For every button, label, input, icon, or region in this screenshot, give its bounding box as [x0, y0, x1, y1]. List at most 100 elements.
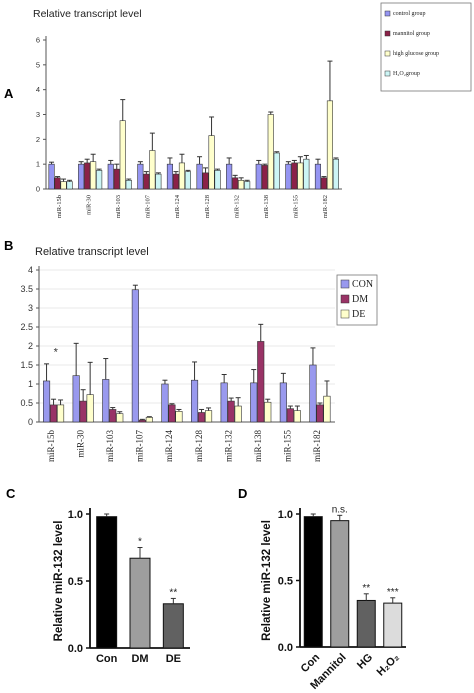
bar-miR-15b-s2 — [56, 404, 65, 423]
bar-miR-182-s0 — [309, 364, 317, 423]
y-tick-label: 1.0 — [68, 509, 83, 521]
bar-miR-103-s3 — [125, 180, 132, 190]
y-tick-label: 4 — [28, 265, 33, 275]
bar-miR-128-s1 — [202, 172, 209, 190]
y-tick-label: 6 — [36, 36, 40, 45]
bar-miR-155-s1 — [286, 408, 294, 423]
legend-label-2: DE — [352, 309, 365, 320]
chart-a: Relative transcript level 0 1 2 3 4 5 6 miR-15b m… — [33, 2, 472, 218]
chart-title: Relative transcript level — [33, 8, 142, 20]
y-tick-label: 0.5 — [68, 576, 83, 588]
bar-Con — [96, 516, 118, 649]
x-tick-label: miR-15b — [56, 195, 63, 218]
bar-miR-103-s2 — [119, 120, 126, 190]
y-tick-label: 1 — [28, 379, 33, 389]
legend-swatch-0 — [384, 10, 391, 17]
legend-label-1: DM — [352, 294, 368, 305]
legend-box — [380, 2, 472, 92]
bar-miR-138-s3 — [273, 152, 280, 190]
bar-miR-182-s1 — [320, 177, 328, 190]
bar-miR-155-s2 — [293, 410, 301, 423]
bar-miR-103-s0 — [102, 379, 110, 423]
y-tick-label: 3 — [28, 303, 33, 313]
legend-label-0: control group — [393, 11, 426, 17]
bar-miR-138-s0 — [250, 382, 258, 423]
x-tick-label: miR-138 — [253, 430, 263, 463]
bar-Con — [303, 516, 323, 648]
bar-miR-132-s0 — [220, 382, 228, 423]
y-tick-label: 1.5 — [20, 360, 33, 370]
bar-miR-124-s0 — [166, 163, 173, 190]
bar-miR-15b-s2 — [60, 181, 67, 190]
bar-miR-15b-s1 — [54, 177, 61, 190]
legend-swatch-1 — [384, 30, 391, 37]
x-tick-label: miR-107 — [135, 430, 145, 463]
x-tick-label: miR-30 — [85, 195, 92, 215]
bar-miR-132-s2 — [234, 405, 242, 423]
legend-swatch-3 — [384, 70, 391, 77]
bar-miR-128-s0 — [191, 379, 199, 423]
x-tick-label: H₂O₂ — [375, 651, 402, 678]
bar-miR-138-s2 — [267, 114, 274, 190]
bar-miR-124-s2 — [175, 411, 183, 423]
bar-H₂O₂ — [383, 602, 403, 648]
y-tick-label: 0.5 — [20, 398, 33, 408]
bar-miR-132-s0 — [226, 163, 233, 190]
x-tick-label: miR-182 — [322, 195, 329, 218]
bar-miR-124-s0 — [161, 383, 169, 423]
bar-miR-124-s3 — [184, 171, 191, 190]
bar-Mannitol — [330, 520, 350, 648]
bar-miR-103-s2 — [116, 413, 124, 423]
y-tick-label: 2 — [36, 135, 40, 144]
legend-label-2: high glucose group — [393, 51, 439, 57]
y-axis-label: Relative miR-132 level — [261, 520, 273, 641]
x-tick-label: miR-128 — [194, 430, 204, 463]
bar-DE — [162, 603, 184, 649]
x-tick-label: Con — [96, 653, 118, 665]
y-tick-label: 2.5 — [20, 322, 33, 332]
significance-marker: ** — [169, 587, 177, 598]
bar-miR-155-s0 — [279, 382, 287, 423]
y-tick-label: 0 — [28, 417, 33, 427]
x-tick-label: miR-155 — [293, 195, 300, 218]
bar-miR-155-s3 — [303, 158, 310, 190]
x-tick-label: miR-103 — [115, 195, 122, 218]
bar-miR-15b-s0 — [48, 163, 55, 190]
x-tick-label: DM — [131, 653, 148, 665]
bar-miR-155-s2 — [297, 162, 304, 190]
legend-label-1: mannitol group — [393, 31, 430, 37]
bar-miR-15b-s3 — [66, 181, 73, 190]
y-tick-label: 0.0 — [68, 643, 83, 655]
bar-miR-30-s3 — [96, 170, 103, 190]
x-tick-label: miR-124 — [174, 194, 181, 218]
x-tick-label: miR-124 — [164, 430, 174, 463]
bar-miR-103-s0 — [107, 163, 114, 190]
significance-marker: * — [138, 537, 142, 548]
bar-miR-15b-s1 — [49, 404, 58, 423]
bar-miR-132-s3 — [244, 181, 251, 190]
x-tick-label: miR-155 — [283, 430, 293, 463]
panel-c-label: C — [6, 486, 16, 501]
bar-miR-182-s3 — [332, 158, 340, 190]
y-tick-label: 0 — [36, 185, 40, 194]
bar-miR-30-s1 — [79, 400, 87, 423]
bar-miR-30-s0 — [72, 375, 80, 423]
y-tick-label: 0.0 — [278, 642, 293, 654]
bar-miR-182-s2 — [326, 100, 334, 190]
bar-HG — [356, 599, 376, 648]
chart-b: Relative transcript level 0 0.5 1 1.5 2 2.5 3 3.… — [20, 246, 378, 463]
bar-miR-107-s3 — [155, 173, 162, 190]
y-tick-label: 3 — [36, 110, 40, 119]
x-tick-label: miR-103 — [105, 430, 115, 463]
x-tick-label: HG — [355, 651, 375, 671]
bar-miR-30-s2 — [86, 394, 94, 423]
x-tick-label: miR-132 — [223, 430, 233, 462]
x-tick-label: miR-128 — [204, 195, 211, 218]
bar-miR-138-s0 — [255, 163, 262, 190]
significance-marker: * — [54, 347, 59, 359]
bar-miR-182-s0 — [314, 163, 322, 190]
bar-miR-138-s1 — [257, 341, 265, 423]
